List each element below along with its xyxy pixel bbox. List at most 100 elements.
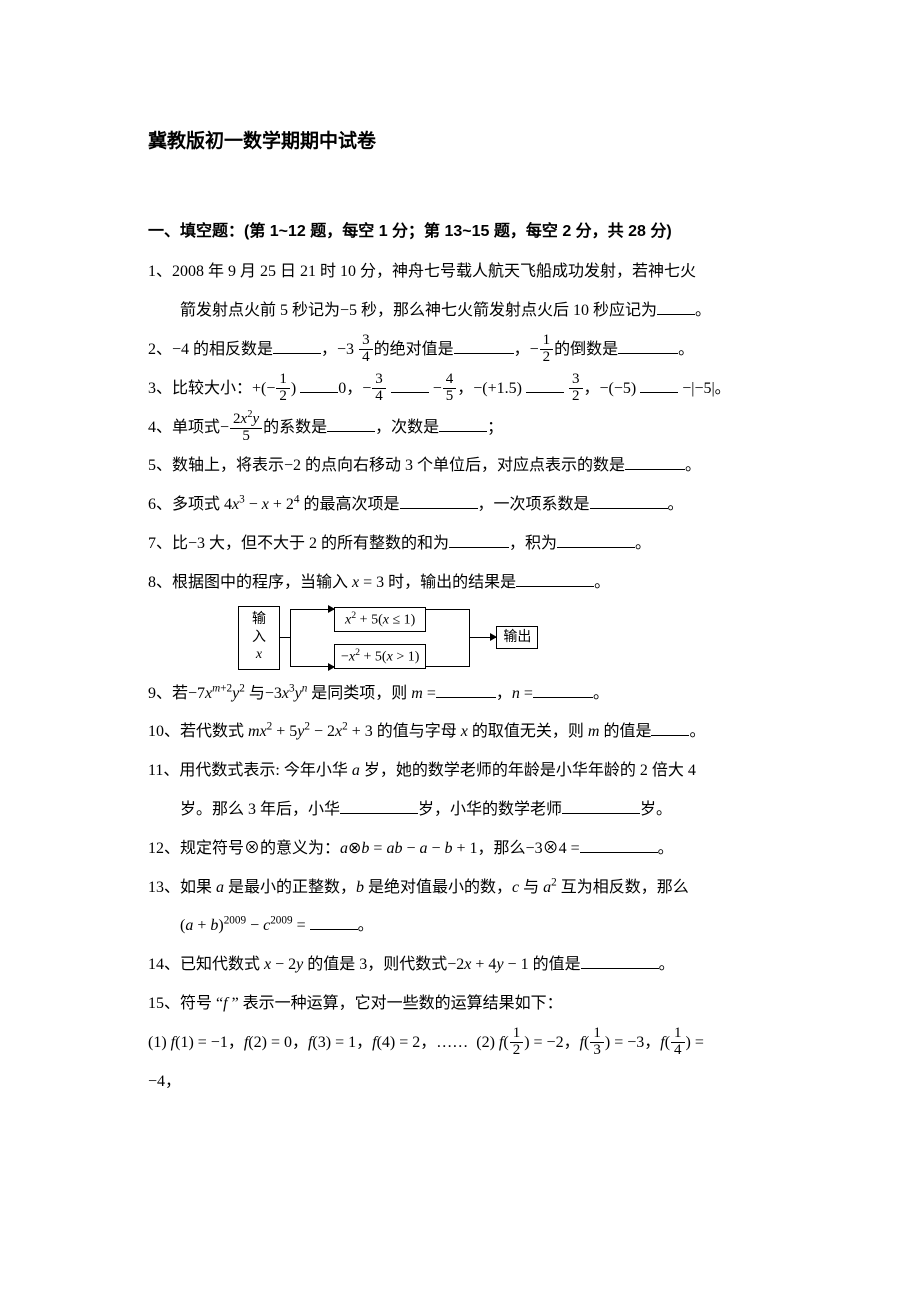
blank [454,338,514,354]
numerator: 4 [443,372,457,389]
q14-b: 。 [659,956,675,973]
q2-e: 的倒数是 [554,341,618,358]
q4-d: ； [487,419,503,436]
denominator: 4 [372,389,386,405]
fraction: 12 [540,333,554,366]
blank [557,532,635,548]
flow-join [426,609,470,667]
q15b-c: ) = −3，f( [605,1034,670,1051]
fraction: 14 [671,1026,685,1059]
q9-a: 9、若−7xm+2y2 与−3x3yn 是同类项，则 m = [148,685,436,702]
fraction: 34 [372,372,386,405]
q11-c: 岁，小华的数学老师 [418,801,562,818]
q2-f: 。 [678,341,694,358]
question-3: 3、比较大小：+(−12) 0，−34 −45，−(+1.5) 32，−(−5)… [148,371,772,408]
blank [449,532,509,548]
q3-a: 3、比较大小：+(− [148,380,275,397]
q1-line1: 1、2008 年 9 月 25 日 21 时 10 分，神舟七号载人航天飞船成功… [148,263,696,280]
denominator: 5 [443,389,457,405]
q2-c: 的绝对值是 [374,341,454,358]
blank [562,798,640,814]
flow-input-l2: 入 [252,629,266,647]
blank [526,377,564,393]
q4-a: 4、单项式− [148,419,229,436]
arrow-head-icon [328,663,335,671]
q4-c: ，次数是 [375,419,439,436]
q6-a: 6、多项式 4x3 − x + 24 的最高次项是 [148,496,400,513]
question-15-tail: −4， [148,1064,772,1101]
blank [400,493,478,509]
blank [340,798,418,814]
q3-c: 0，− [338,380,371,397]
q11-d: 岁。 [640,801,672,818]
q15-a: 15、符号 “f ” 表示一种运算，它对一些数的运算结果如下： [148,995,563,1012]
q11-b: 岁。那么 3 年后，小华 [180,801,340,818]
q3-g: −|−5|。 [682,380,730,397]
denominator: 4 [359,350,373,366]
flow-input-l1: 输 [252,611,266,629]
blank [625,454,685,470]
blank [640,377,678,393]
blank [581,953,659,969]
q13-c: 。 [358,917,374,934]
q3-e: ，−(+1.5) [457,380,522,397]
q7-c: 。 [635,535,651,552]
numerator: 2x2y [230,409,262,429]
flow-top-box: x2 + 5(x ≤ 1) [334,607,426,632]
q9-b: ，n = [496,685,533,702]
blank [436,681,496,697]
q7-a: 7、比−3 大，但不大于 2 的所有整数的和为 [148,535,449,552]
q10-b: 。 [689,723,705,740]
fraction: 32 [569,372,583,405]
blank [590,493,668,509]
question-7: 7、比−3 大，但不大于 2 的所有整数的和为，积为。 [148,526,772,563]
blank [439,415,487,431]
q13-b: (a + b)2009 − c2009 = [180,917,310,934]
q5-a: 5、数轴上，将表示−2 的点向右移动 3 个单位后，对应点表示的数是 [148,457,625,474]
question-5: 5、数轴上，将表示−2 的点向右移动 3 个单位后，对应点表示的数是。 [148,448,772,485]
numerator: 3 [569,372,583,389]
q3-f: ，−(−5) [584,380,637,397]
question-11: 11、用代数式表示: 今年小华 a 岁，她的数学老师的年龄是小华年龄的 2 倍大… [148,753,772,790]
fraction: 12 [510,1026,524,1059]
blank [310,914,358,930]
flow-branches: x2 + 5(x ≤ 1) −x2 + 5(x > 1) [334,607,426,669]
blank [533,681,593,697]
q11-a: 11、用代数式表示: 今年小华 a 岁，她的数学老师的年龄是小华年龄的 2 倍大… [148,762,696,779]
question-14: 14、已知代数式 x − 2y 的值是 3，则代数式−2x + 4y − 1 的… [148,947,772,984]
numerator: 3 [359,333,373,350]
question-11-line2: 岁。那么 3 年后，小华 岁，小华的数学老师 岁。 [148,792,772,829]
question-1: 1、2008 年 9 月 25 日 21 时 10 分，神舟七号载人航天飞船成功… [148,254,772,291]
blank [327,415,375,431]
q4-b: 的系数是 [263,419,327,436]
fraction: 2x2y5 [230,409,262,445]
question-15: 15、符号 “f ” 表示一种运算，它对一些数的运算结果如下： [148,986,772,1023]
numerator: 1 [276,372,290,389]
flow-arrow [470,637,496,638]
blank [651,720,689,736]
flow-output-box: 输出 [496,626,538,650]
q6-b: ，一次项系数是 [478,496,590,513]
q14-a: 14、已知代数式 x − 2y 的值是 3，则代数式−2x + 4y − 1 的… [148,956,581,973]
question-8: 8、根据图中的程序，当输入 x = 3 时，输出的结果是 。 [148,565,772,602]
exam-page: 冀教版初一数学期期中试卷 一、填空题：(第 1~12 题，每空 1 分；第 13… [0,0,920,1162]
flow-split [290,609,334,667]
arrow-head-icon [490,633,497,641]
question-4: 4、单项式−2x2y5的系数是 ，次数是 ； [148,410,772,447]
denominator: 4 [671,1043,685,1059]
q8-a: 8、根据图中的程序，当输入 x = 3 时，输出的结果是 [148,574,516,591]
question-2: 2、−4 的相反数是，−3 34的绝对值是，−12的倒数是。 [148,332,772,369]
blank [618,338,678,354]
question-13: 13、如果 a 是最小的正整数，b 是绝对值最小的数，c 与 a2 互为相反数，… [148,870,772,907]
blank [580,837,658,853]
q8-b: 。 [594,574,610,591]
q3-d: − [433,380,442,397]
blank [391,377,429,393]
q8-flowchart: 输 入 x x2 + 5(x ≤ 1) −x2 + 5(x > 1) 输出 [238,606,772,670]
denominator: 2 [276,389,290,405]
q13-a: 13、如果 a 是最小的正整数，b 是绝对值最小的数，c 与 a2 互为相反数，… [148,879,689,896]
q6-c: 。 [668,496,684,513]
blank [300,377,338,393]
q3-b: ) [291,380,296,397]
q12-b: 。 [658,840,674,857]
